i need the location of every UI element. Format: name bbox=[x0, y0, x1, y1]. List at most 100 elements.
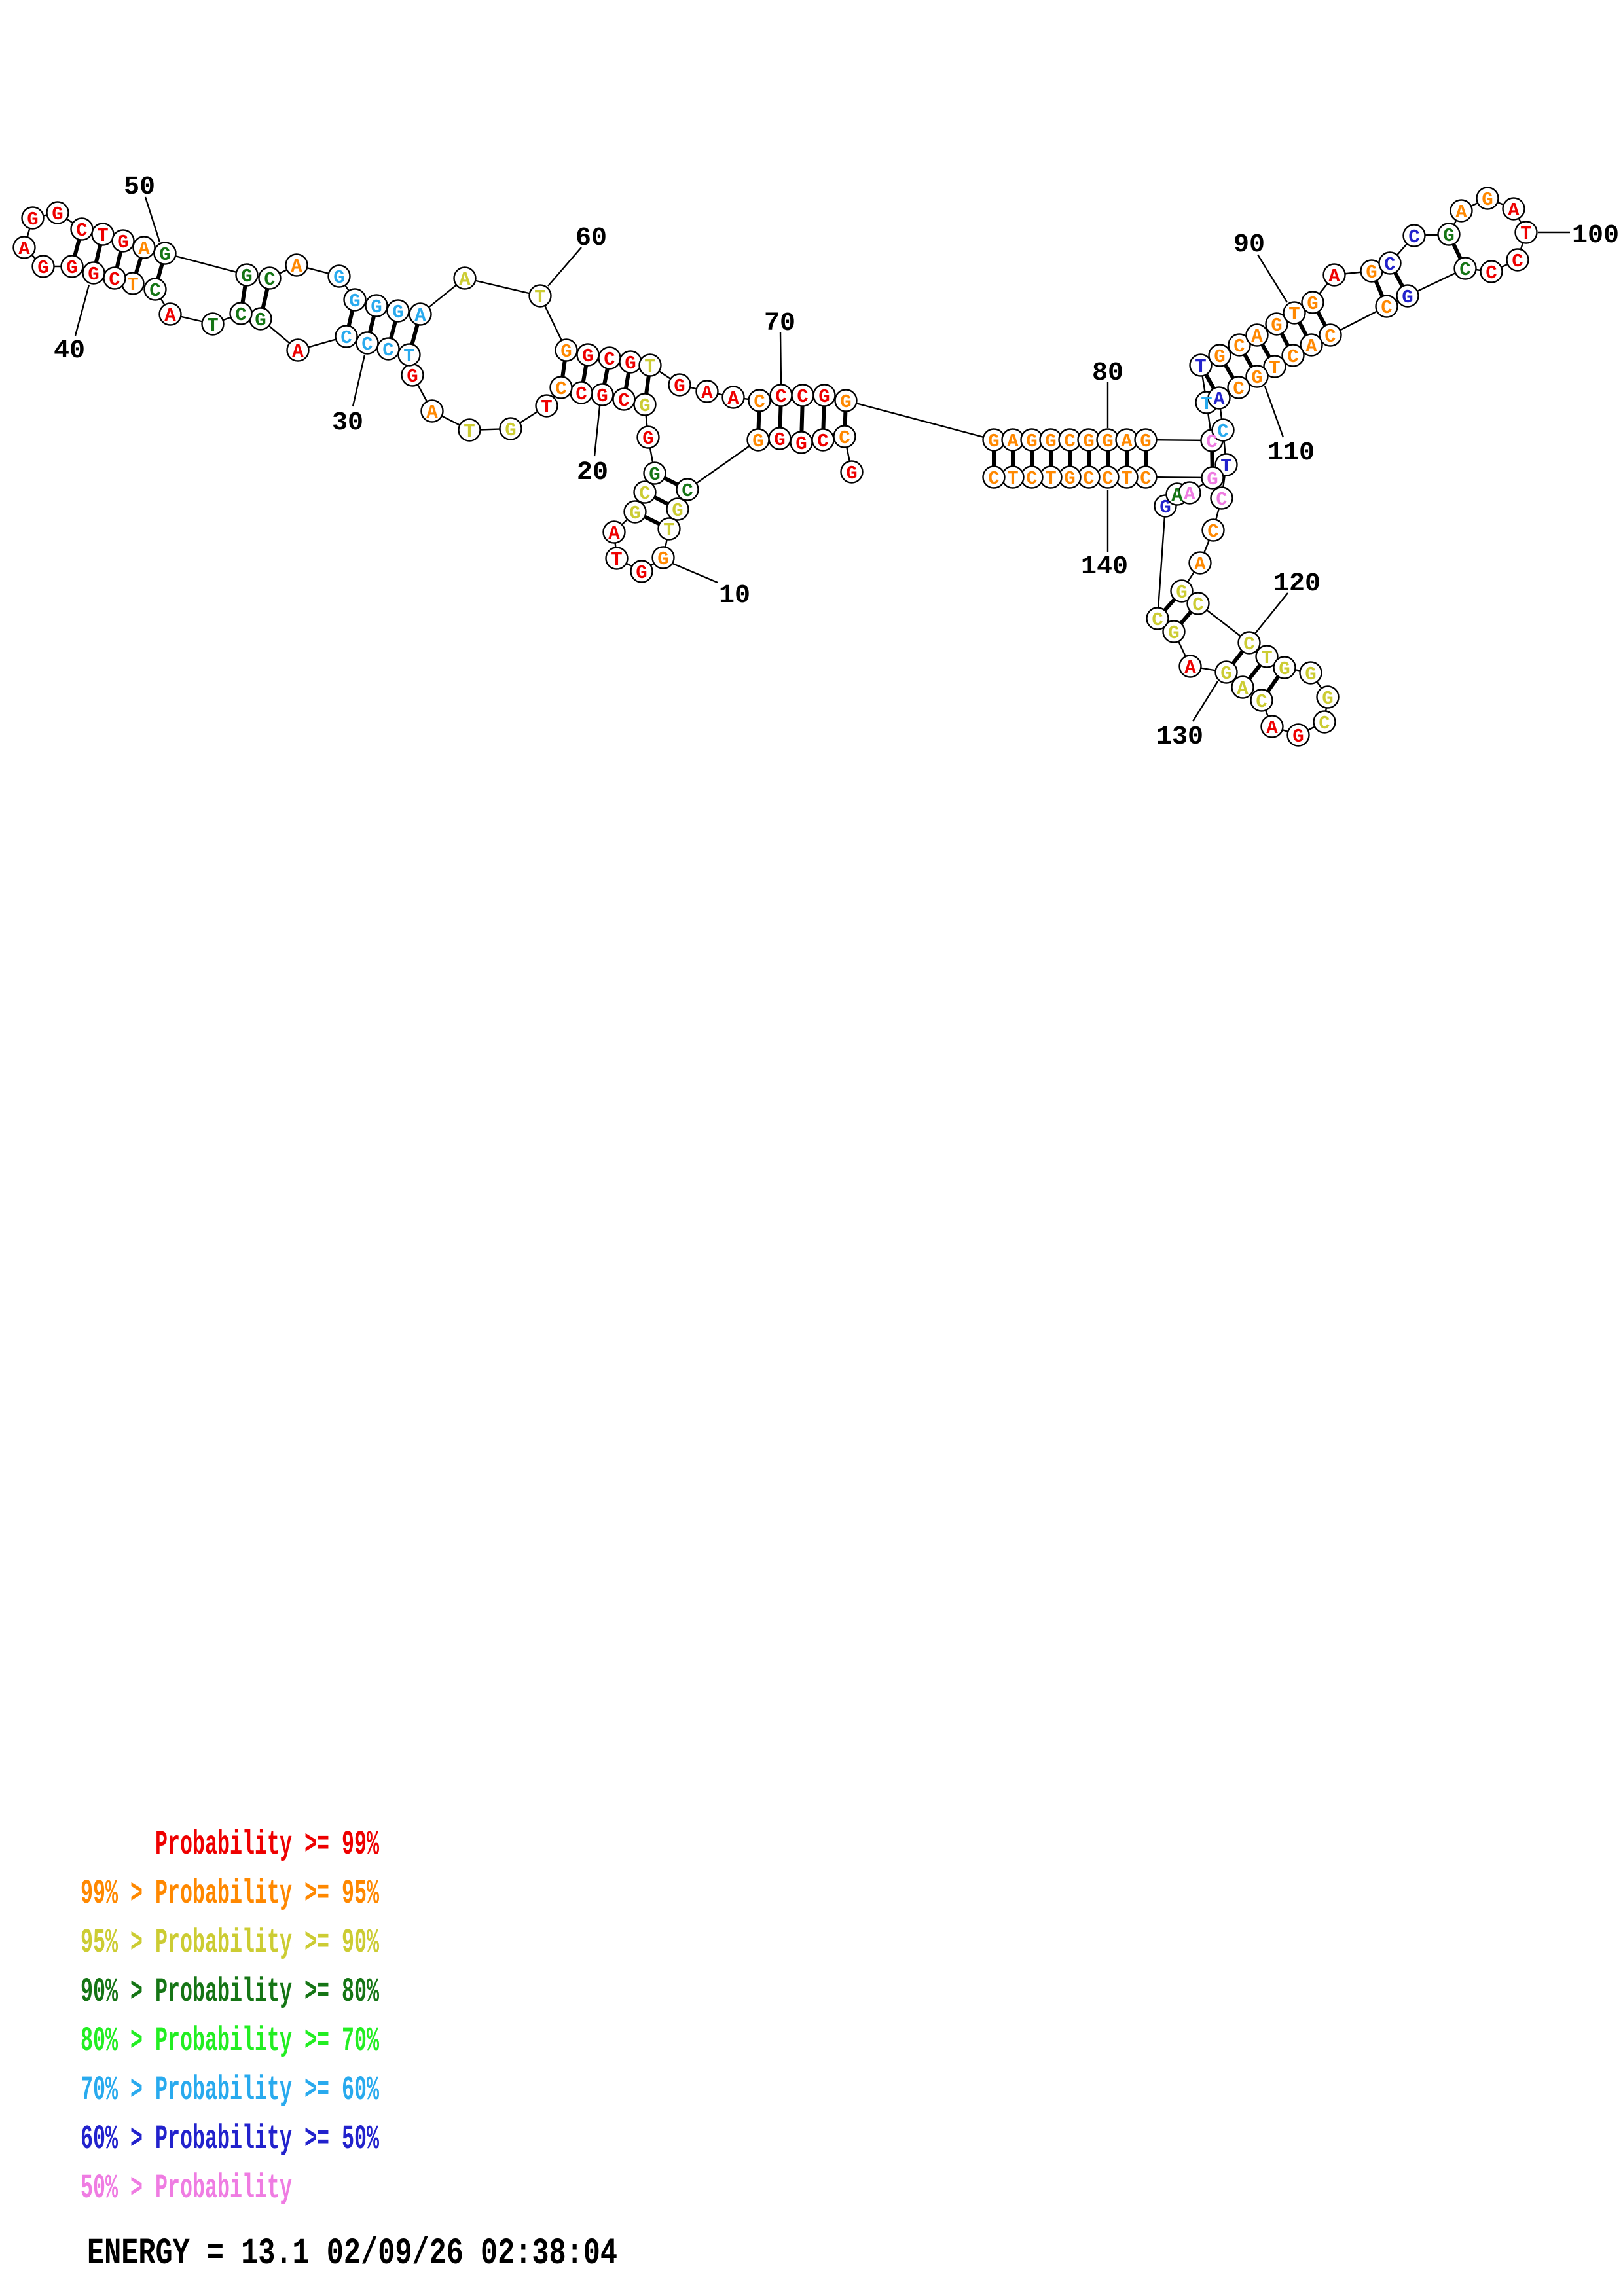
nucleotide-base: C bbox=[639, 483, 650, 505]
nucleotide-base: G bbox=[88, 264, 99, 285]
legend-row-7: 60% > Probability >= 50% bbox=[81, 2120, 379, 2159]
nucleotide-base: C bbox=[1152, 609, 1163, 631]
nucleotide-circle bbox=[555, 338, 578, 362]
nucleotide-base: A bbox=[292, 341, 304, 363]
nucleotide-base: G bbox=[392, 302, 403, 323]
nucleotide-base: G bbox=[241, 266, 252, 287]
nucleotide-circle bbox=[666, 497, 689, 521]
nucleotide-base: G bbox=[255, 310, 266, 331]
tick-label: 20 bbox=[577, 458, 608, 488]
nucleotide-base: A bbox=[1194, 554, 1206, 575]
nucleotide-base: G bbox=[1251, 367, 1262, 389]
nucleotide-base: T bbox=[1269, 357, 1280, 379]
nucleotide-base: C bbox=[1486, 262, 1497, 284]
nucleotide-base: G bbox=[672, 500, 683, 522]
tick-label: 80 bbox=[1092, 359, 1123, 388]
nucleotide-circle bbox=[1375, 295, 1398, 318]
nucleotide-base: C bbox=[1217, 421, 1228, 442]
nucleotide-base: A bbox=[18, 238, 30, 260]
nucleotide-circle bbox=[676, 478, 699, 501]
nucleotide-circle bbox=[657, 517, 681, 541]
nucleotide-base: A bbox=[1007, 431, 1019, 452]
nucleotide-circle bbox=[1283, 301, 1306, 325]
nucleotide-base: C bbox=[1083, 468, 1094, 490]
nucleotide-circle bbox=[1170, 579, 1194, 603]
tick-label: 60 bbox=[575, 224, 607, 253]
nucleotide-circle bbox=[1178, 481, 1201, 505]
nucleotide-circle bbox=[1437, 223, 1461, 246]
nucleotide-base: C bbox=[988, 468, 999, 490]
nucleotide-base: G bbox=[333, 267, 344, 289]
nucleotide-base: A bbox=[1237, 678, 1249, 700]
nucleotide-circle bbox=[365, 294, 388, 317]
nucleotide-circle bbox=[1300, 333, 1323, 357]
nucleotide-circle bbox=[335, 325, 358, 348]
nucleotide-base: G bbox=[407, 366, 418, 387]
nucleotide-circle bbox=[549, 376, 573, 399]
nucleotide-circle bbox=[12, 236, 36, 259]
nucleotide-base: G bbox=[349, 291, 360, 312]
nucleotide-base: C bbox=[1256, 691, 1267, 713]
nucleotide-circle bbox=[1134, 428, 1158, 452]
nucleotide-circle bbox=[721, 386, 745, 409]
nucleotide-base: C bbox=[1216, 489, 1227, 511]
nucleotide-base: A bbox=[164, 305, 176, 327]
nucleotide-circle bbox=[397, 343, 421, 367]
energy-caption: ENERGY = 13.1 02/09/26 02:38:04 bbox=[87, 2233, 617, 2275]
nucleotide-base: G bbox=[1443, 225, 1454, 247]
nucleotide-circle bbox=[1319, 323, 1342, 347]
nucleotide-base: T bbox=[403, 346, 414, 367]
nucleotide-circle bbox=[1178, 655, 1202, 678]
nucleotide-circle bbox=[258, 266, 282, 290]
nucleotide-base: G bbox=[752, 431, 763, 452]
nucleotide-base: C bbox=[1102, 468, 1113, 490]
nucleotide-base: T bbox=[127, 274, 138, 296]
nucleotide-circle bbox=[535, 394, 558, 418]
nucleotide-base: T bbox=[1220, 456, 1231, 477]
nucleotide-base: A bbox=[1266, 717, 1278, 739]
nucleotide-circle bbox=[651, 546, 675, 569]
legend-row-8: 50% > Probability bbox=[81, 2169, 292, 2208]
nucleotide-base: A bbox=[138, 238, 150, 260]
nucleotide-base: C bbox=[839, 427, 850, 449]
nucleotide-circle bbox=[453, 266, 477, 290]
nucleotide-circle bbox=[1316, 685, 1340, 709]
nucleotide-base: C bbox=[1287, 346, 1298, 368]
nucleotide-base: G bbox=[159, 244, 170, 266]
nucleotide-base: A bbox=[701, 382, 713, 404]
nucleotide-base: A bbox=[426, 402, 438, 423]
nucleotide-base: G bbox=[1176, 582, 1187, 603]
nucleotide-circle bbox=[1237, 631, 1261, 655]
nucleotide-circle bbox=[1263, 355, 1286, 378]
nucleotide-circle bbox=[458, 418, 481, 442]
nucleotide-circle bbox=[82, 261, 105, 285]
nucleotide-base: A bbox=[1184, 657, 1196, 679]
nucleotide-base: T bbox=[644, 356, 655, 378]
nucleotide-base: C bbox=[109, 269, 120, 291]
nucleotide-base: G bbox=[774, 429, 785, 451]
nucleotide-base: T bbox=[464, 421, 475, 442]
nucleotide-base: G bbox=[1168, 622, 1179, 644]
nucleotide-letters: GCCGGGCGTGGTAGCGGGCGCCTGTAGTCCCAGCTACTCG… bbox=[18, 189, 1531, 747]
nucleotide-base: G bbox=[117, 232, 128, 253]
nucleotide-base: T bbox=[534, 287, 545, 308]
nucleotide-circle bbox=[834, 389, 858, 412]
nucleotide-base: A bbox=[414, 305, 426, 327]
nucleotide-base: G bbox=[27, 209, 38, 230]
nucleotide-circle bbox=[528, 284, 552, 308]
nucleotide-circle bbox=[746, 428, 770, 452]
nucleotide-circle bbox=[1201, 466, 1224, 490]
nucleotide-base: A bbox=[1328, 266, 1340, 287]
nucleotide-circle bbox=[1188, 551, 1212, 575]
nucleotide-circle bbox=[1255, 645, 1279, 668]
nucleotide-circle bbox=[1396, 284, 1419, 308]
nucleotide-circle bbox=[1260, 715, 1284, 738]
nucleotide-circle bbox=[153, 242, 177, 265]
nucleotide-circle bbox=[1211, 418, 1235, 442]
nucleotide-base: C bbox=[555, 378, 566, 400]
nucleotide-circle bbox=[630, 560, 653, 583]
nucleotide-base: C bbox=[1233, 378, 1244, 400]
nucleotide-base: A bbox=[1213, 389, 1225, 410]
nucleotide-base: A bbox=[1184, 484, 1195, 505]
